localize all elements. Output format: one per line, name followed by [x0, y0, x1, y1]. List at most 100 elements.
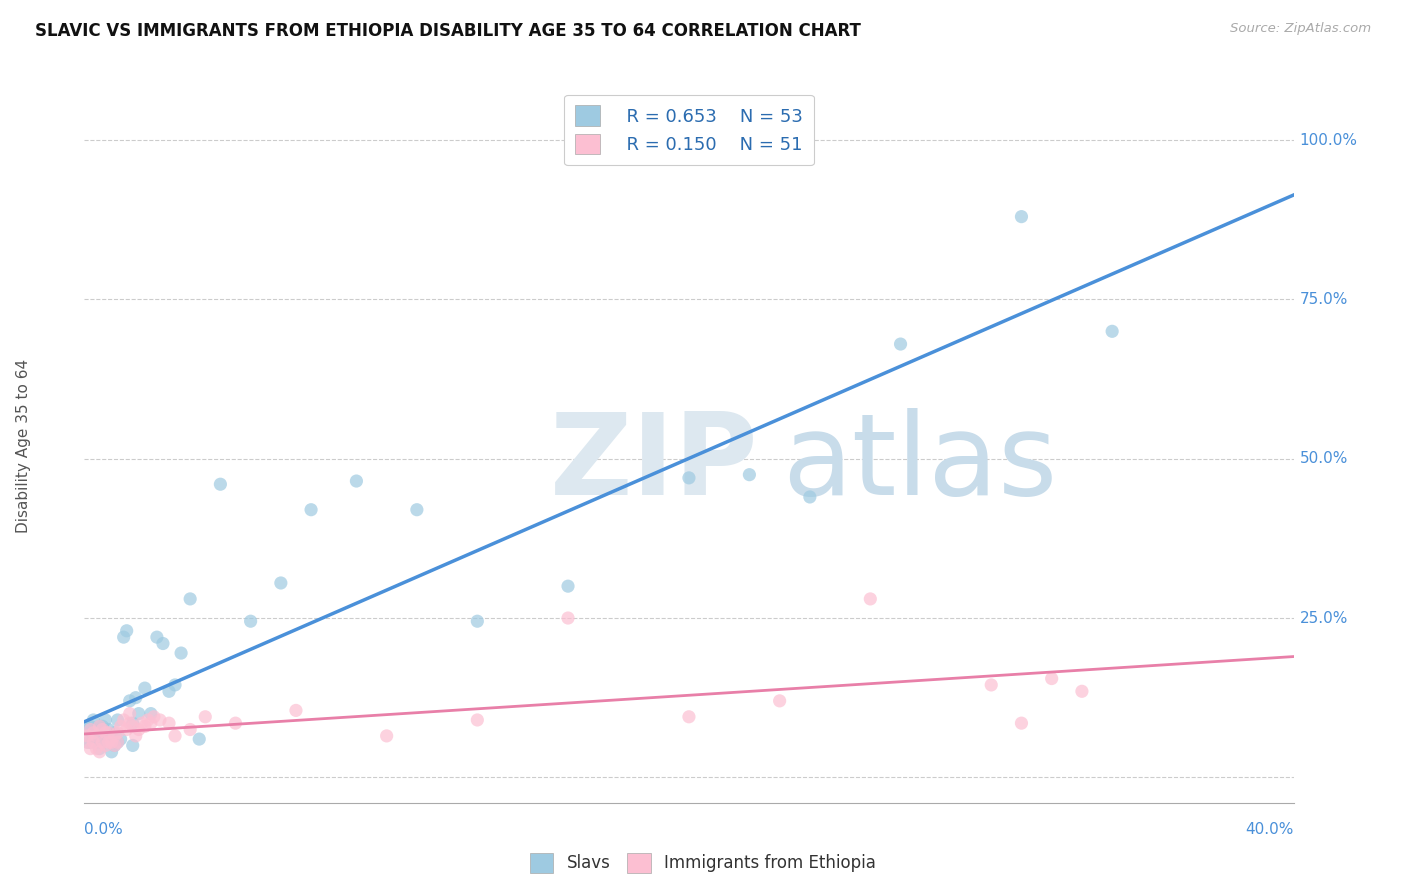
Point — [97, 725, 120, 739]
Point — [225, 716, 247, 731]
Point — [89, 719, 111, 733]
Point — [115, 624, 138, 638]
Point — [121, 739, 143, 753]
Point — [104, 739, 127, 753]
Text: 100.0%: 100.0% — [1299, 133, 1358, 148]
Point — [299, 502, 322, 516]
Point — [134, 719, 156, 733]
Point — [107, 735, 129, 749]
Point — [82, 725, 104, 739]
Point — [91, 719, 114, 733]
Point — [170, 646, 193, 660]
Point — [179, 591, 201, 606]
Point — [890, 337, 912, 351]
Text: Disability Age 35 to 64: Disability Age 35 to 64 — [17, 359, 31, 533]
Point — [738, 467, 761, 482]
Point — [157, 716, 180, 731]
Point — [799, 490, 821, 504]
Point — [209, 477, 232, 491]
Point — [678, 710, 700, 724]
Text: Source: ZipAtlas.com: Source: ZipAtlas.com — [1230, 22, 1371, 36]
Point — [1010, 716, 1032, 731]
Point — [115, 723, 138, 737]
Legend:   R = 0.653    N = 53,   R = 0.150    N = 51: R = 0.653 N = 53, R = 0.150 N = 51 — [564, 95, 814, 165]
Point — [163, 678, 186, 692]
Point — [94, 729, 117, 743]
Point — [100, 745, 122, 759]
Point — [100, 729, 122, 743]
Point — [82, 713, 104, 727]
Point — [91, 723, 114, 737]
Point — [239, 614, 262, 628]
Point — [152, 636, 174, 650]
Point — [110, 719, 132, 733]
Point — [82, 735, 104, 749]
Text: 40.0%: 40.0% — [1246, 822, 1294, 837]
Point — [107, 725, 129, 739]
Point — [157, 684, 180, 698]
Point — [557, 611, 579, 625]
Point — [121, 716, 143, 731]
Point — [86, 741, 108, 756]
Point — [97, 723, 120, 737]
Point — [104, 729, 127, 743]
Point — [76, 729, 98, 743]
Point — [146, 630, 169, 644]
Point — [163, 729, 186, 743]
Legend: Slavs, Immigrants from Ethiopia: Slavs, Immigrants from Ethiopia — [523, 847, 883, 880]
Point — [1101, 324, 1123, 338]
Point — [179, 723, 201, 737]
Point — [86, 729, 108, 743]
Point — [142, 710, 165, 724]
Point — [346, 474, 368, 488]
Point — [76, 735, 98, 749]
Point — [467, 713, 489, 727]
Text: ZIP: ZIP — [550, 409, 758, 519]
Point — [131, 716, 153, 731]
Point — [82, 732, 104, 747]
Text: atlas: atlas — [782, 409, 1057, 519]
Point — [149, 713, 172, 727]
Point — [110, 732, 132, 747]
Text: SLAVIC VS IMMIGRANTS FROM ETHIOPIA DISABILITY AGE 35 TO 64 CORRELATION CHART: SLAVIC VS IMMIGRANTS FROM ETHIOPIA DISAB… — [35, 22, 860, 40]
Point — [79, 735, 101, 749]
Text: 0.0%: 0.0% — [84, 822, 124, 837]
Point — [118, 694, 141, 708]
Point — [270, 576, 292, 591]
Point — [769, 694, 792, 708]
Point — [128, 706, 150, 721]
Point — [128, 723, 150, 737]
Point — [107, 735, 129, 749]
Point — [125, 690, 148, 705]
Point — [980, 678, 1002, 692]
Point — [79, 723, 101, 737]
Point — [94, 725, 117, 739]
Point — [136, 713, 159, 727]
Point — [118, 716, 141, 731]
Point — [104, 739, 127, 753]
Point — [97, 735, 120, 749]
Point — [125, 729, 148, 743]
Point — [89, 745, 111, 759]
Point — [94, 739, 117, 753]
Point — [139, 716, 162, 731]
Point — [86, 723, 108, 737]
Point — [284, 703, 308, 717]
Point — [89, 741, 111, 756]
Point — [94, 713, 117, 727]
Point — [1040, 672, 1063, 686]
Point — [859, 591, 882, 606]
Point — [89, 719, 111, 733]
Point — [91, 735, 114, 749]
Point — [79, 719, 101, 733]
Point — [100, 735, 122, 749]
Point — [194, 710, 217, 724]
Text: 75.0%: 75.0% — [1299, 292, 1348, 307]
Point — [97, 732, 120, 747]
Point — [107, 713, 129, 727]
Point — [134, 681, 156, 695]
Point — [76, 735, 98, 749]
Point — [79, 741, 101, 756]
Point — [104, 725, 127, 739]
Point — [121, 719, 143, 733]
